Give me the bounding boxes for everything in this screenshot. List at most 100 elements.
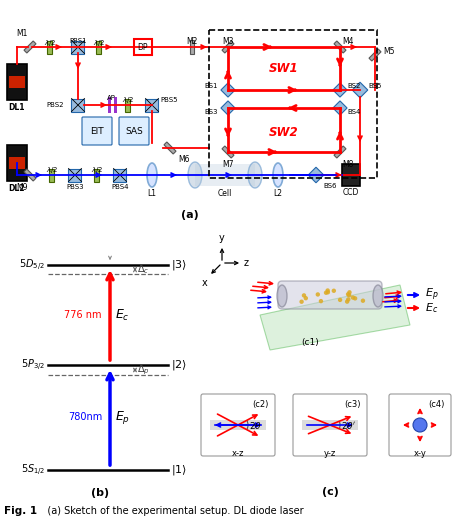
Circle shape <box>324 291 328 295</box>
Text: BS4: BS4 <box>347 109 360 115</box>
Bar <box>195 164 255 186</box>
Text: BS5: BS5 <box>368 83 382 89</box>
Bar <box>352 82 368 98</box>
Text: y-z: y-z <box>324 449 336 458</box>
Bar <box>164 142 176 154</box>
Text: (c2): (c2) <box>253 400 269 409</box>
Circle shape <box>316 292 320 296</box>
Text: M1: M1 <box>16 29 27 38</box>
Text: Cell: Cell <box>218 189 232 198</box>
Text: x-y: x-y <box>413 449 427 458</box>
Circle shape <box>304 296 308 301</box>
Text: M9: M9 <box>16 183 28 192</box>
Circle shape <box>300 300 304 304</box>
Circle shape <box>347 293 351 297</box>
Text: EIT: EIT <box>90 126 104 136</box>
Text: SAS: SAS <box>125 126 143 136</box>
Text: x: x <box>201 278 207 288</box>
Ellipse shape <box>248 162 262 188</box>
Text: BS2: BS2 <box>347 83 360 89</box>
Text: $E_p$: $E_p$ <box>425 287 438 303</box>
Circle shape <box>332 289 336 293</box>
Text: M4: M4 <box>342 37 354 46</box>
Text: 780nm: 780nm <box>68 412 102 422</box>
Bar <box>222 146 234 158</box>
FancyBboxPatch shape <box>293 394 367 456</box>
Bar <box>146 98 158 111</box>
Circle shape <box>326 288 330 293</box>
Circle shape <box>345 300 349 304</box>
Bar <box>221 101 235 115</box>
Text: (c4): (c4) <box>428 400 445 409</box>
Ellipse shape <box>277 285 287 307</box>
Bar <box>113 168 127 181</box>
Text: $5S_{1/2}$: $5S_{1/2}$ <box>21 462 45 477</box>
Circle shape <box>346 297 350 302</box>
Text: y: y <box>219 233 225 243</box>
Bar <box>24 169 36 181</box>
Bar <box>7 64 27 100</box>
FancyBboxPatch shape <box>82 117 112 145</box>
Text: $|3\rangle$: $|3\rangle$ <box>171 258 187 272</box>
Text: $E_c$: $E_c$ <box>425 301 438 315</box>
Text: $\lambda/2$: $\lambda/2$ <box>93 38 105 48</box>
Text: $5D_{5/2}$: $5D_{5/2}$ <box>19 257 45 272</box>
Text: M6: M6 <box>178 155 190 164</box>
Bar <box>24 41 36 53</box>
Bar <box>114 97 117 113</box>
Circle shape <box>347 290 352 294</box>
FancyBboxPatch shape <box>389 394 451 456</box>
Bar <box>69 168 82 181</box>
Bar <box>334 41 346 53</box>
Bar <box>334 146 346 158</box>
Bar <box>209 30 377 178</box>
Bar <box>222 41 234 53</box>
Bar <box>108 97 111 113</box>
Circle shape <box>353 296 357 301</box>
Text: PBS2: PBS2 <box>46 102 64 108</box>
Circle shape <box>346 292 350 296</box>
Text: $|2\rangle$: $|2\rangle$ <box>171 358 187 372</box>
FancyBboxPatch shape <box>119 117 149 145</box>
Text: $\lambda/2$: $\lambda/2$ <box>122 95 134 105</box>
Text: $5P_{3/2}$: $5P_{3/2}$ <box>21 357 45 372</box>
Text: (c1): (c1) <box>301 338 319 347</box>
FancyBboxPatch shape <box>278 281 382 309</box>
Text: M2: M2 <box>186 37 198 46</box>
Text: DL2: DL2 <box>9 184 25 193</box>
Bar <box>47 41 53 54</box>
Bar <box>49 168 55 181</box>
Text: (a) Sketch of the experimental setup. DL diode laser: (a) Sketch of the experimental setup. DL… <box>38 506 304 516</box>
Text: Fig. 1: Fig. 1 <box>4 506 37 516</box>
Text: (b): (b) <box>91 488 109 498</box>
Text: CCD: CCD <box>343 188 359 197</box>
Text: $2\theta'$: $2\theta'$ <box>341 420 356 431</box>
Ellipse shape <box>147 163 157 187</box>
Text: M5: M5 <box>383 47 394 56</box>
Text: $\lambda/2$: $\lambda/2$ <box>46 165 58 175</box>
Text: $E_c$: $E_c$ <box>115 307 129 322</box>
Polygon shape <box>260 285 410 350</box>
Text: PBS5: PBS5 <box>160 97 177 103</box>
Text: BS3: BS3 <box>204 109 218 115</box>
Circle shape <box>319 299 323 303</box>
Text: M7: M7 <box>222 160 234 169</box>
Bar <box>333 83 347 97</box>
Text: (a): (a) <box>181 210 199 220</box>
Bar <box>134 39 152 55</box>
Text: PBS1: PBS1 <box>69 38 87 44</box>
Bar <box>72 98 84 111</box>
Text: M3: M3 <box>222 37 234 46</box>
Text: $\Delta_p$: $\Delta_p$ <box>137 363 150 377</box>
Bar <box>94 168 100 181</box>
Text: SW2: SW2 <box>269 126 299 139</box>
Circle shape <box>338 297 342 302</box>
Text: SW1: SW1 <box>269 61 299 74</box>
Text: $\Delta_c$: $\Delta_c$ <box>137 263 149 277</box>
Circle shape <box>413 418 427 432</box>
Text: $E_p$: $E_p$ <box>115 409 130 426</box>
Text: DP: DP <box>138 43 148 51</box>
Text: BS1: BS1 <box>204 83 218 89</box>
Bar <box>72 41 84 54</box>
Bar <box>190 40 194 54</box>
